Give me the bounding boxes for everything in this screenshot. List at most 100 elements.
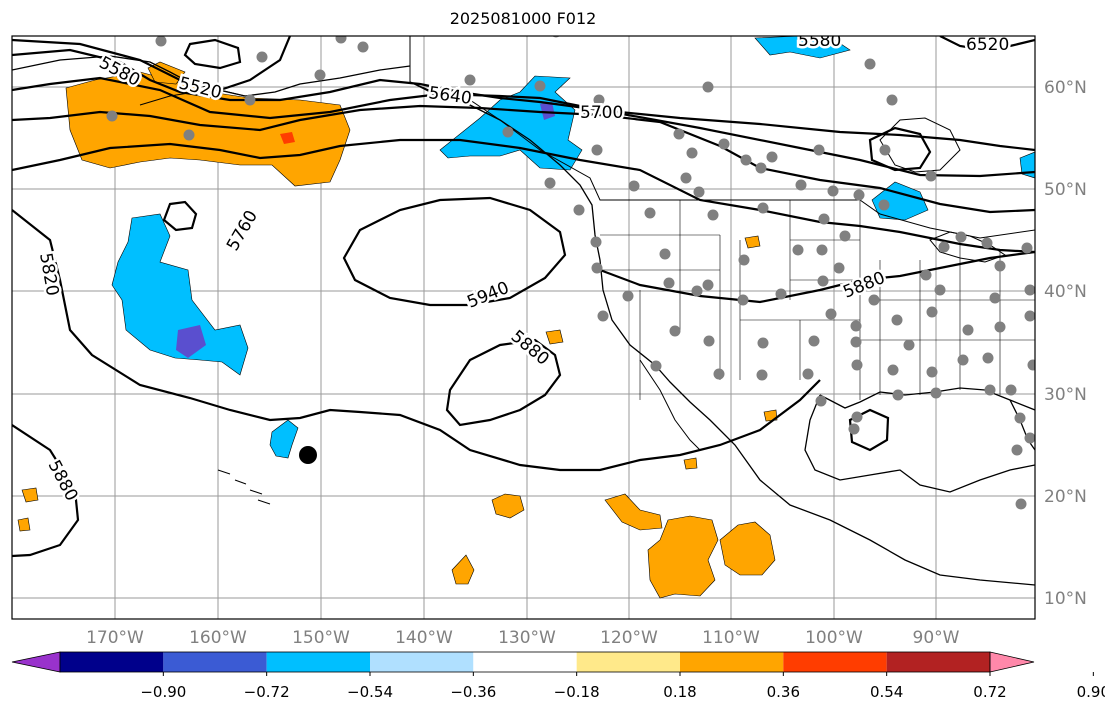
station-dot [892,389,904,401]
longitude-label: 150°W [292,628,350,648]
longitude-label: 100°W [805,628,863,648]
contour-6520-corner [939,36,1035,52]
station-dot [802,368,814,380]
station-dot [590,236,602,248]
anomaly-region-tropical-east-2 [719,521,776,576]
contour-5880-east [599,250,1035,304]
station-dot [886,94,898,106]
station-dot [757,202,769,214]
longitude-label: 120°W [600,628,658,648]
station-dot [673,128,685,140]
colorbar-segment [680,652,784,672]
canada-border-line [409,36,1035,239]
station-dot [702,81,714,93]
station-dot [1024,432,1035,444]
station-dot [903,339,915,351]
anomaly-region-west-small-a [21,487,39,503]
station-dot [775,288,787,300]
anomaly-region-mexico-small [683,457,698,470]
station-dot [1024,284,1035,296]
anomaly-region-bc-purple [540,102,555,120]
station-dot [650,360,662,372]
contour-5940 [342,196,567,307]
station-dot [825,308,837,320]
contour-5640 [12,76,1035,178]
station-dot [981,237,993,249]
latitude-label: 10°N [1044,589,1087,609]
station-dot [703,335,715,347]
station-dot [853,189,865,201]
contour-5700 [12,104,1035,214]
station-dot [622,290,634,302]
station-dot [183,129,195,141]
longitude-labels: 170°W 160°W 150°W 140°W 130°W 120°W 110°W 100°W… [86,628,960,648]
longitude-label: 90°W [913,628,960,648]
latitude-label: 40°N [1044,282,1087,302]
anomaly-region-pacific-purple [176,325,206,358]
station-dot [850,320,862,332]
station-dot [1027,359,1035,371]
anomaly-region-tropical-east [647,515,719,599]
station-dot [534,80,546,92]
station-dot [982,352,994,364]
colorbar [11,651,1094,676]
station-dot [686,147,698,159]
colorbar-segment [266,652,370,672]
pacific-nw-coast [409,81,1035,586]
station-dot [244,94,256,106]
station-dot [707,209,719,221]
contour-ring-hudson [868,126,932,172]
station-dot [591,262,603,274]
station-dot [833,262,845,274]
station-dot [864,58,876,70]
station-dot [573,204,585,216]
station-dot [887,364,899,376]
station-dot [795,179,807,191]
station-dot [1011,444,1023,456]
hawaii-islands [217,469,271,505]
anomaly-region-central-us-small [744,235,761,249]
station-dot [256,51,268,63]
colorbar-segment [60,652,164,672]
station-dot [957,354,969,366]
florida-peninsula [1009,399,1035,451]
colorbar-tick-label: −0.72 [244,683,290,701]
station-dot [597,310,609,322]
station-dot [984,384,996,396]
station-dot [868,294,880,306]
latitude-label: 20°N [1044,487,1087,507]
contour-label: 5580 [798,31,841,51]
station-dot [1005,384,1017,396]
colorbar-tick-label: 0.72 [973,683,1006,701]
anomaly-region-tropical-small-b [451,554,475,585]
station-dot [669,325,681,337]
colorbar-tick-label: −0.18 [554,683,600,701]
anomaly-region-tropical-small-a [491,493,525,519]
longitude-label: 170°W [86,628,144,648]
station-dot [502,126,514,138]
colorbar-segment [783,652,887,672]
colorbar-tick-label: −0.90 [140,683,186,701]
longitude-label: 140°W [395,628,453,648]
station-dot [591,144,603,156]
station-dot [737,294,749,306]
colorbar-tick-label: 0.90 [1077,683,1105,701]
colorbar-tick-labels: −0.90 −0.72 −0.54 −0.36 −0.18 0.18 0.36 0.54 0.7… [140,683,1105,701]
height-contours [12,36,1035,558]
contour-ring-alaska [183,38,242,70]
colorbar-segment [886,652,990,672]
station-dot [680,172,692,184]
anomaly-region-arctic-blue [754,36,851,59]
station-dot [879,144,891,156]
station-dot [848,423,860,435]
contour-5760-loop-bc [162,200,198,232]
station-dot [989,292,1001,304]
station-dot [934,284,946,296]
longitude-label: 160°W [189,628,247,648]
station-dot [718,138,730,150]
station-dot [891,314,903,326]
station-dot [357,41,369,53]
anomaly-region-gulf-small [763,409,778,422]
aleutian-islands [139,89,246,106]
map-frame [11,35,1036,620]
